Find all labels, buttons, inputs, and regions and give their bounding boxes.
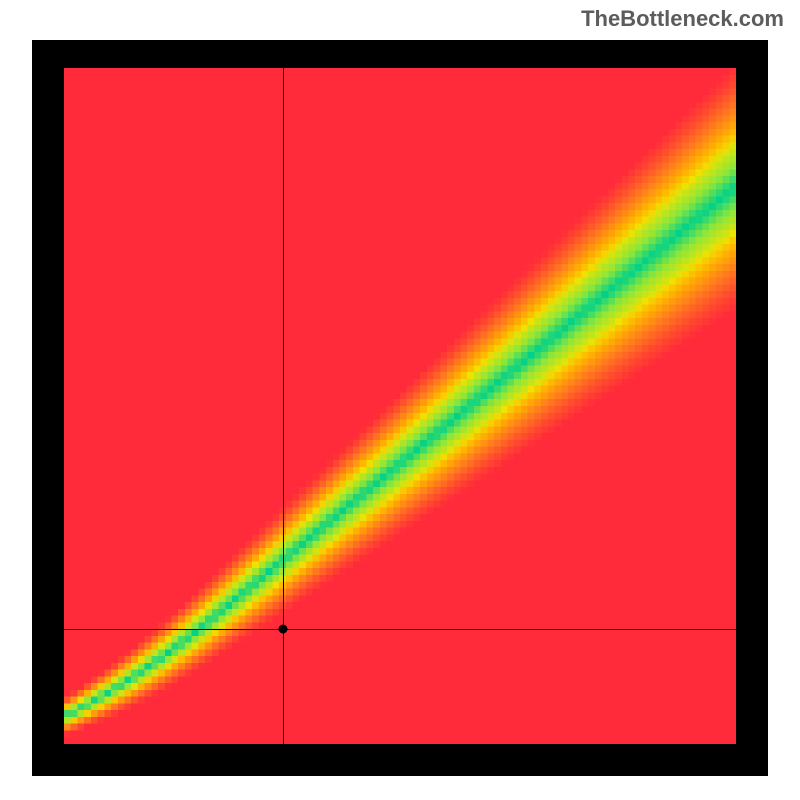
root: TheBottleneck.com	[0, 0, 800, 800]
brand-label: TheBottleneck.com	[581, 6, 784, 32]
heatmap-canvas	[64, 68, 736, 744]
plot-frame	[32, 40, 768, 776]
crosshair-vertical	[283, 68, 284, 744]
marker-dot	[279, 625, 288, 634]
crosshair-horizontal	[64, 629, 736, 630]
plot-area	[64, 68, 736, 744]
